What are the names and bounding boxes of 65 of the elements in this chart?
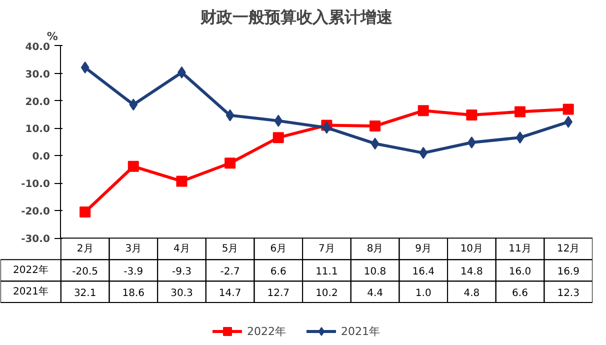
point [562, 104, 574, 115]
data-label: 16.4 [412, 266, 434, 278]
text: 2021年 [12, 286, 48, 298]
y-tick-label: 40.0 [25, 42, 50, 53]
y-tick-label: -30.0 [21, 234, 50, 246]
point [418, 105, 429, 116]
y-tick-label: 0.0 [32, 152, 50, 163]
data-label: 16.0 [508, 266, 532, 278]
data-label: 10.8 [364, 266, 386, 278]
data-label: 11.1 [316, 266, 338, 278]
x-tick-label: 2月 [76, 243, 94, 254]
point [370, 120, 381, 132]
x-tick-label: 9月 [415, 243, 432, 254]
point [564, 116, 573, 128]
x-tick-label: 4月 [174, 243, 190, 254]
data-label: 4.4 [367, 288, 383, 299]
point [226, 109, 234, 122]
data-label: 12.3 [557, 288, 580, 299]
data-label: -9.3 [172, 266, 192, 278]
y-tick-label: -20.0 [21, 206, 50, 218]
point [370, 138, 380, 150]
x-tick-label: 10月 [460, 243, 484, 254]
point [224, 158, 236, 169]
data-label: 6.6 [270, 266, 286, 278]
point [176, 176, 188, 187]
legend-label: 2021年 [341, 324, 380, 338]
x-tick-label: 7月 [318, 243, 335, 254]
point [514, 106, 526, 118]
y-axis-title: % [46, 30, 58, 43]
data-label: 18.6 [122, 288, 145, 299]
y-tick-label: 30.0 [25, 69, 50, 80]
data-label: 12.7 [267, 288, 290, 299]
y-tick-label: 20.0 [25, 96, 50, 108]
point [80, 206, 91, 218]
data-label: 32.1 [74, 288, 96, 299]
data-label: 14.7 [218, 288, 242, 299]
data-label: 14.8 [460, 266, 483, 278]
x-tick-label: 6月 [270, 243, 287, 254]
data-label: 6.6 [512, 288, 528, 299]
point [129, 98, 138, 111]
point [272, 132, 284, 144]
data-label: -3.9 [124, 266, 144, 278]
point [80, 62, 90, 74]
x-tick-label: 3月 [125, 243, 142, 254]
data-label: 4.8 [464, 288, 480, 299]
y-tick-label: -10.0 [21, 179, 50, 190]
legend-label: 2022年 [247, 324, 286, 338]
data-label: 1.0 [415, 288, 432, 299]
point [466, 110, 478, 121]
x-tick-label: 12月 [556, 243, 580, 254]
point [419, 146, 428, 159]
x-tick-label: 5月 [222, 243, 238, 254]
text: 2022年 [12, 264, 48, 276]
point [128, 160, 139, 172]
x-tick-label: 8月 [366, 243, 384, 254]
chart-title: 财政一般预算收入累计增速 [200, 8, 394, 26]
data-label: 10.2 [316, 288, 338, 299]
data-label: -2.7 [220, 266, 240, 278]
data-label: 16.9 [557, 266, 580, 278]
data-label: -20.5 [72, 266, 98, 278]
data-label: 30.3 [170, 288, 193, 299]
y-tick-label: 10.0 [25, 124, 50, 136]
x-tick-label: 11月 [508, 243, 532, 254]
point [516, 132, 524, 144]
point [274, 114, 283, 127]
